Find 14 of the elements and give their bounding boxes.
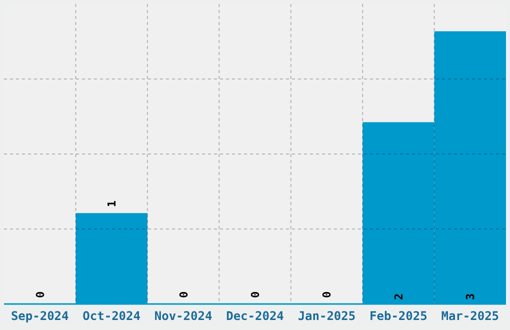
data-label: 3 [464,293,478,300]
data-label: 0 [249,291,262,298]
x-tick-label: Sep-2024 [10,309,69,323]
data-label: 0 [177,291,190,298]
data-label: 2 [392,293,406,300]
data-label: 0 [34,291,47,298]
data-label: 0 [320,291,334,298]
x-tick-label: Oct-2024 [82,309,140,323]
x-tick-label: Mar-2025 [441,309,500,323]
x-tick-label: Nov-2024 [154,309,212,323]
x-tick-label: Feb-2025 [370,309,428,323]
x-tick-label: Jan-2025 [298,309,356,323]
x-tick-label: Dec-2024 [226,309,284,323]
data-label: 1 [106,200,119,208]
